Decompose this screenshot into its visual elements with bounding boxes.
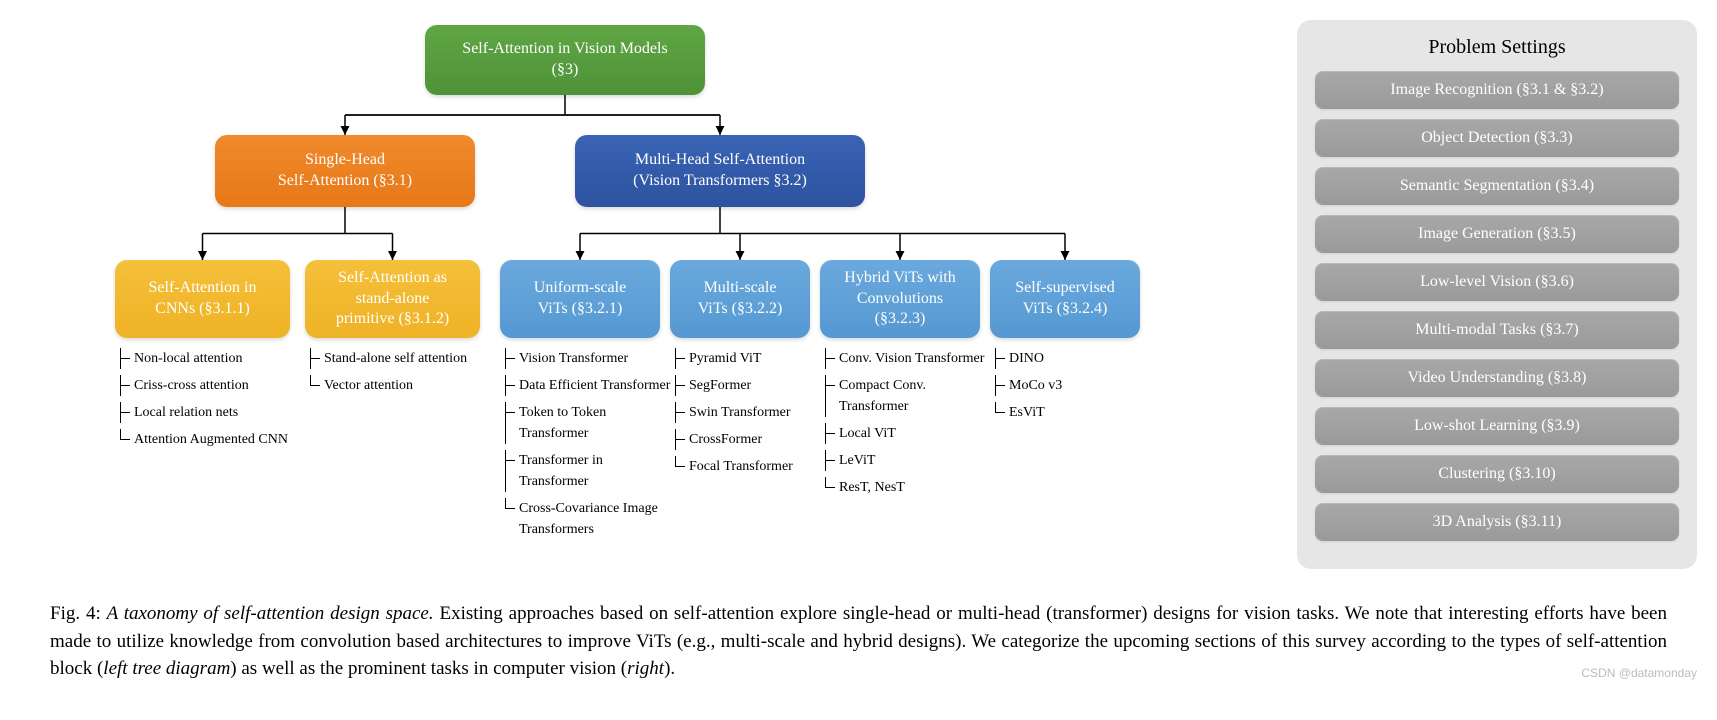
leaf-item: MoCo v3 bbox=[995, 375, 1155, 396]
level3-node: Uniform-scaleViTs (§3.2.1) bbox=[500, 260, 660, 338]
problem-settings-panel: Problem Settings Image Recognition (§3.1… bbox=[1297, 20, 1697, 569]
node-line: Multi-scale bbox=[704, 278, 777, 299]
problem-setting-item: Clustering (§3.10) bbox=[1315, 455, 1679, 493]
leaf-item: Non-local attention bbox=[120, 348, 305, 369]
leaf-item: SegFormer bbox=[675, 375, 825, 396]
leaf-item: ResT, NesT bbox=[825, 477, 995, 498]
node-line: Uniform-scale bbox=[534, 278, 626, 299]
level3-node: Self-supervisedViTs (§3.2.4) bbox=[990, 260, 1140, 338]
problem-setting-item: Low-shot Learning (§3.9) bbox=[1315, 407, 1679, 445]
problem-setting-item: Object Detection (§3.3) bbox=[1315, 119, 1679, 157]
leaf-item: Stand-alone self attention bbox=[310, 348, 495, 369]
node-line: ViTs (§3.2.4) bbox=[1023, 299, 1108, 320]
leaf-item: Data Efficient Transformer bbox=[505, 375, 675, 396]
figure-caption: Fig. 4: A taxonomy of self-attention des… bbox=[20, 600, 1697, 683]
node-line: Convolutions bbox=[857, 289, 943, 310]
node-line: (§3) bbox=[552, 60, 579, 81]
leaf-item: Transformer in Transformer bbox=[505, 450, 675, 492]
leaf-item: Vision Transformer bbox=[505, 348, 675, 369]
problem-setting-item: Image Generation (§3.5) bbox=[1315, 215, 1679, 253]
node-line: Self-Attention in bbox=[149, 278, 257, 299]
leaf-item: Pyramid ViT bbox=[675, 348, 825, 369]
node-line: ViTs (§3.2.1) bbox=[538, 299, 623, 320]
problem-setting-item: Video Understanding (§3.8) bbox=[1315, 359, 1679, 397]
node-line: (§3.2.3) bbox=[875, 309, 926, 330]
watermark: CSDN @datamonday bbox=[1581, 666, 1697, 680]
node-line: Multi-Head Self-Attention bbox=[635, 150, 805, 171]
caption-end: ). bbox=[664, 658, 675, 679]
leaf-list: Non-local attention Criss-cross attention… bbox=[120, 348, 305, 456]
leaf-item: Focal Transformer bbox=[675, 456, 825, 477]
leaf-item: DINO bbox=[995, 348, 1155, 369]
problem-settings-list: Image Recognition (§3.1 & §3.2) Object De… bbox=[1315, 71, 1679, 541]
leaf-item: Conv. Vision Transformer bbox=[825, 348, 995, 369]
caption-ital2: right bbox=[627, 658, 664, 679]
problem-setting-item: Multi-modal Tasks (§3.7) bbox=[1315, 311, 1679, 349]
caption-prefix: Fig. 4: bbox=[50, 603, 107, 624]
caption-ital1: left tree diagram bbox=[103, 658, 230, 679]
leaf-item: EsViT bbox=[995, 402, 1155, 423]
root-node: Self-Attention in Vision Models(§3) bbox=[425, 25, 705, 95]
leaf-item: Vector attention bbox=[310, 375, 495, 396]
problem-setting-item: Image Recognition (§3.1 & §3.2) bbox=[1315, 71, 1679, 109]
level2-node-multi: Multi-Head Self-Attention(Vision Transfo… bbox=[575, 135, 865, 207]
leaf-item: LeViT bbox=[825, 450, 995, 471]
node-line: Self-supervised bbox=[1015, 278, 1115, 299]
leaf-item: Criss-cross attention bbox=[120, 375, 305, 396]
problem-setting-item: 3D Analysis (§3.11) bbox=[1315, 503, 1679, 541]
node-line: Self-Attention in Vision Models bbox=[462, 39, 667, 60]
node-line: Hybrid ViTs with bbox=[844, 268, 955, 289]
leaf-list: Conv. Vision Transformer Compact Conv. Tr… bbox=[825, 348, 995, 504]
leaf-item: Attention Augmented CNN bbox=[120, 429, 305, 450]
level3-node: Multi-scaleViTs (§3.2.2) bbox=[670, 260, 810, 338]
node-line: Self-Attention as bbox=[338, 268, 447, 289]
problem-setting-item: Semantic Segmentation (§3.4) bbox=[1315, 167, 1679, 205]
node-line: CNNs (§3.1.1) bbox=[155, 299, 250, 320]
tree-diagram: Self-Attention in Vision Models(§3) Singl… bbox=[20, 20, 1277, 580]
leaf-item: Cross-Covariance Image Transformers bbox=[505, 498, 675, 540]
leaf-item: Token to Token Transformer bbox=[505, 402, 675, 444]
problem-settings-title: Problem Settings bbox=[1315, 36, 1679, 59]
caption-mid: ) as well as the prominent tasks in comp… bbox=[230, 658, 627, 679]
node-line: primitive (§3.1.2) bbox=[336, 309, 449, 330]
caption-lead: A taxonomy of self-attention design spac… bbox=[107, 603, 434, 624]
leaf-list: Vision Transformer Data Efficient Transfo… bbox=[505, 348, 675, 546]
leaf-item: CrossFormer bbox=[675, 429, 825, 450]
node-line: stand-alone bbox=[356, 289, 430, 310]
node-line: ViTs (§3.2.2) bbox=[698, 299, 783, 320]
leaf-list: Stand-alone self attention Vector attenti… bbox=[310, 348, 495, 402]
level2-node-single: Single-HeadSelf-Attention (§3.1) bbox=[215, 135, 475, 207]
leaf-item: Local relation nets bbox=[120, 402, 305, 423]
node-line: (Vision Transformers §3.2) bbox=[633, 171, 807, 192]
level3-node: Self-Attention asstand-aloneprimitive (§… bbox=[305, 260, 480, 338]
level3-node: Self-Attention inCNNs (§3.1.1) bbox=[115, 260, 290, 338]
node-line: Self-Attention (§3.1) bbox=[278, 171, 412, 192]
leaf-list: DINO MoCo v3 EsViT bbox=[995, 348, 1155, 429]
level3-node: Hybrid ViTs withConvolutions(§3.2.3) bbox=[820, 260, 980, 338]
leaf-item: Compact Conv. Transformer bbox=[825, 375, 995, 417]
main-container: Self-Attention in Vision Models(§3) Singl… bbox=[20, 20, 1697, 580]
leaf-list: Pyramid ViT SegFormer Swin Transformer Cros… bbox=[675, 348, 825, 483]
leaf-item: Local ViT bbox=[825, 423, 995, 444]
leaf-item: Swin Transformer bbox=[675, 402, 825, 423]
problem-setting-item: Low-level Vision (§3.6) bbox=[1315, 263, 1679, 301]
node-line: Single-Head bbox=[305, 150, 385, 171]
